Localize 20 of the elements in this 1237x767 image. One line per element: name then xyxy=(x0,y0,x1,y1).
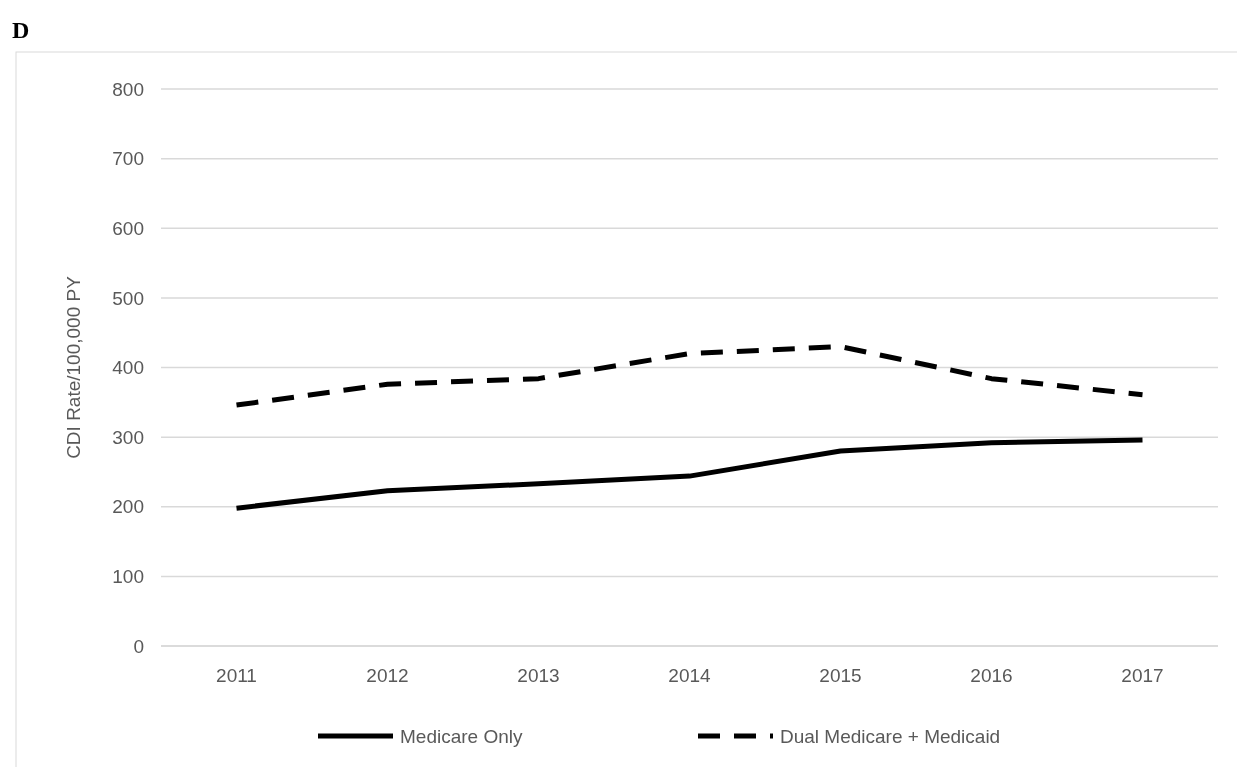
y-tick-label: 600 xyxy=(112,217,144,239)
legend-label: Dual Medicare + Medicaid xyxy=(780,725,1001,747)
y-tick-label: 200 xyxy=(112,496,144,518)
y-tick-label: 700 xyxy=(112,148,144,170)
chart-title: D xyxy=(12,17,30,43)
x-tick-label: 2014 xyxy=(668,665,712,686)
x-tick-label: 2012 xyxy=(366,665,409,686)
y-tick-label: 800 xyxy=(112,78,144,100)
x-tick-label: 2011 xyxy=(216,665,257,686)
x-tick-label: 2017 xyxy=(1121,665,1164,686)
legend-label: Medicare Only xyxy=(400,725,523,747)
y-tick-label: 0 xyxy=(133,635,144,657)
x-tick-label: 2013 xyxy=(517,665,560,686)
x-tick-label: 2016 xyxy=(970,665,1013,686)
y-tick-label: 300 xyxy=(112,426,144,448)
y-tick-label: 100 xyxy=(112,566,144,588)
y-axis-title: CDI Rate/100,000 PY xyxy=(63,275,84,459)
x-tick-label: 2015 xyxy=(819,665,862,686)
y-tick-label: 500 xyxy=(112,287,144,309)
y-tick-label: 400 xyxy=(112,357,144,379)
